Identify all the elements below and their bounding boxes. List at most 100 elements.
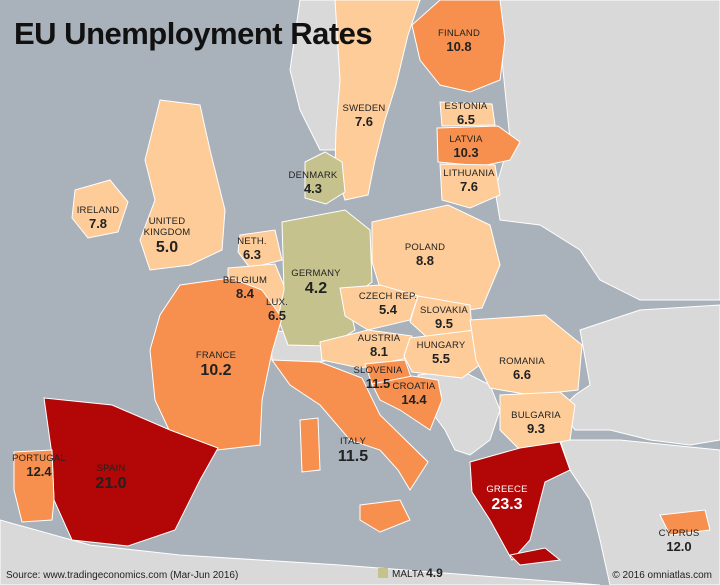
north-africa	[0, 519, 601, 585]
label-lithuania: LITHUANIA 7.6	[443, 168, 494, 194]
label-france: FRANCE 10.2	[196, 350, 236, 380]
romania-value: 6.6	[512, 367, 532, 382]
greece-name: GREECE	[486, 484, 528, 495]
eu-countries	[13, 0, 711, 566]
sardinia	[299, 417, 321, 473]
label-austria: AUSTRIA 8.1	[358, 333, 401, 359]
poland-name: POLAND	[404, 242, 446, 253]
russia-belarus-ukraine	[494, 0, 720, 301]
label-finland: FINLAND 10.8	[438, 28, 480, 54]
uk-name-line1: UNITED	[148, 216, 186, 227]
latvia-region	[436, 125, 521, 167]
austria-name: AUSTRIA	[357, 333, 401, 344]
label-uk: UNITED KINGDOM 5.0	[144, 216, 191, 257]
sweden-name: SWEDEN	[342, 103, 386, 114]
luxembourg-value: 6.5	[267, 308, 287, 323]
austria-value: 8.1	[369, 344, 389, 359]
label-sweden: SWEDEN 7.6	[343, 103, 386, 129]
czech-value: 5.4	[378, 302, 398, 317]
italy-value: 11.5	[337, 448, 369, 465]
germany-name: GERMANY	[291, 268, 341, 279]
slovakia-name: SLOVAKIA	[420, 305, 468, 316]
croatia-name: CROATIA	[392, 381, 436, 392]
label-slovakia: SLOVAKIA 9.5	[420, 305, 468, 331]
lithuania-name: LITHUANIA	[443, 168, 495, 179]
label-croatia: CROATIA 14.4	[393, 381, 436, 407]
uk-region	[139, 99, 226, 271]
slovenia-value: 11.5	[365, 376, 391, 391]
romania-name: ROMANIA	[499, 356, 545, 367]
italy-name: ITALY	[339, 436, 366, 447]
cyprus-name: CYPRUS	[658, 528, 700, 539]
spain-value: 21.0	[95, 475, 127, 492]
lithuania-value: 7.6	[459, 179, 479, 194]
denmark-value: 4.3	[303, 181, 323, 196]
label-estonia: ESTONIA 6.5	[445, 101, 488, 127]
malta-name: MALTA	[392, 569, 424, 580]
netherlands-region	[237, 229, 283, 269]
map-title: EU Unemployment Rates	[14, 16, 373, 51]
malta-legend: MALTA 4.9	[378, 566, 443, 580]
bulgaria-region	[499, 391, 576, 451]
greece-region	[469, 441, 571, 561]
france-region	[149, 277, 283, 453]
czech-name: CZECH REP.	[358, 291, 418, 302]
label-cyprus: CYPRUS 12.0	[659, 528, 700, 554]
latvia-name: LATVIA	[449, 134, 483, 145]
denmark-region	[304, 151, 346, 205]
portugal-region	[13, 449, 55, 523]
label-portugal: PORTUGAL 12.4	[12, 453, 66, 479]
ireland-value: 7.8	[88, 216, 108, 231]
sweden-region	[334, 0, 421, 201]
estonia-value: 6.5	[456, 112, 476, 127]
malta-swatch	[378, 568, 388, 578]
finland-value: 10.8	[446, 39, 472, 54]
label-poland: POLAND 8.8	[405, 242, 445, 268]
netherlands-name: NETH.	[237, 236, 267, 247]
netherlands-value: 6.3	[242, 247, 262, 262]
hungary-name: HUNGARY	[416, 340, 466, 351]
label-bulgaria: BULGARIA 9.3	[511, 410, 561, 436]
ireland-region	[71, 179, 129, 239]
label-spain: SPAIN 21.0	[95, 463, 126, 493]
label-latvia: LATVIA 10.3	[449, 134, 482, 160]
finland-region	[411, 0, 506, 93]
croatia-region	[371, 375, 443, 431]
label-netherlands: NETH. 6.3	[237, 236, 267, 262]
france-name: FRANCE	[195, 350, 237, 361]
copyright-note: © 2016 omniatlas.com	[612, 570, 712, 581]
estonia-name: ESTONIA	[444, 101, 488, 112]
belgium-value: 8.4	[235, 286, 255, 301]
turkey	[559, 439, 720, 585]
label-czech: CZECH REP. 5.4	[359, 291, 417, 317]
estonia-region	[439, 101, 496, 127]
ireland-name: IRELAND	[76, 205, 120, 216]
italy-region	[270, 359, 429, 491]
crete	[508, 547, 562, 566]
label-denmark: DENMARK 4.3	[289, 170, 338, 196]
czech-region	[339, 284, 419, 331]
lithuania-region	[439, 163, 501, 209]
bulgaria-name: BULGARIA	[511, 410, 561, 421]
finland-name: FINLAND	[437, 28, 481, 39]
uk-name-line2: KINGDOM	[143, 227, 191, 238]
croatia-value: 14.4	[401, 392, 427, 407]
bulgaria-value: 9.3	[526, 421, 546, 436]
slovakia-value: 9.5	[434, 316, 454, 331]
denmark-name: DENMARK	[288, 170, 338, 181]
greece-value: 23.3	[491, 496, 523, 513]
label-belgium: BELGIUM 8.4	[223, 275, 267, 301]
france-value: 10.2	[200, 362, 232, 379]
hungary-value: 5.5	[431, 351, 451, 366]
black-sea-region	[559, 304, 720, 446]
label-luxembourg: LUX. 6.5	[266, 297, 288, 323]
cyprus-value: 12.0	[666, 539, 692, 554]
belgium-name: BELGIUM	[222, 275, 268, 286]
latvia-value: 10.3	[453, 145, 479, 160]
label-romania: ROMANIA 6.6	[499, 356, 545, 382]
label-italy: ITALY 11.5	[338, 436, 368, 466]
source-note: Source: www.tradingeconomics.com (Mar-Ju…	[6, 570, 239, 581]
